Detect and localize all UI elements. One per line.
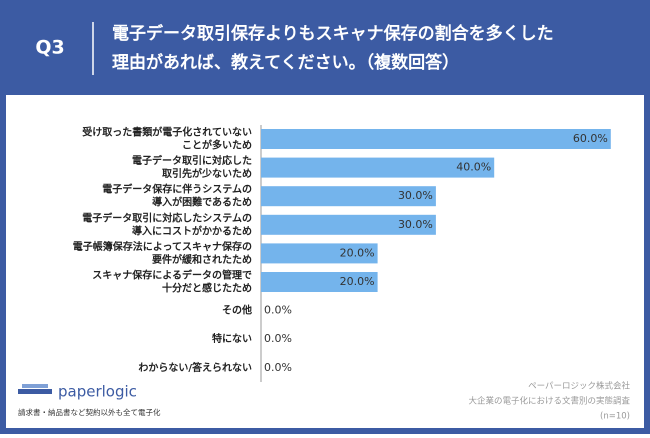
chart-title: 電子データ取引保存よりもスキャナ保存の割合を多くした — [112, 23, 554, 44]
value-label: 30.0% — [398, 189, 433, 202]
logo-icon — [18, 384, 52, 394]
source: 大企業の電子化における文書別の実態調査 — [468, 396, 630, 407]
value-label: 20.0% — [340, 246, 375, 259]
category-label: スキャナ保存によるデータの管理で十分だと感じたため — [92, 269, 252, 295]
question-label: Q3 — [35, 37, 64, 59]
category-label: 電子データ保存に伴うシステムの導入が困難であるため — [102, 183, 252, 209]
category-label: 電子帳簿保存法によってスキャナ保存の要件が緩和されたため — [73, 240, 252, 266]
value-label: 40.0% — [456, 161, 491, 174]
value-label: 0.0% — [264, 332, 292, 345]
brand-tagline: 請求書・納品書など契約以外も全て電子化 — [18, 407, 161, 417]
bar — [261, 243, 378, 264]
bar — [261, 157, 495, 178]
source: (n=10) — [600, 412, 630, 422]
category-label: 特にない — [212, 332, 252, 345]
chart-title: 理由があれば、教えてください。（複数回答） — [112, 52, 459, 73]
value-label: 30.0% — [398, 218, 433, 231]
source: ペーパーロジック株式会社 — [528, 381, 630, 392]
bar — [261, 129, 611, 149]
category-label: 電子データ取引に対応したシステムの導入にコストがかかるため — [82, 211, 252, 237]
value-label: 0.0% — [264, 304, 292, 317]
brand-name: paperlogic — [58, 383, 137, 401]
category-label: 電子データ取引に対応した取引先が少ないため — [132, 154, 252, 180]
category-label: 受け取った書類が電子化されていないことが多いため — [82, 126, 252, 152]
bar — [261, 186, 436, 207]
value-label: 20.0% — [340, 275, 375, 288]
category-label: その他 — [222, 304, 252, 317]
category-label: わからない/答えられない — [138, 361, 252, 374]
bar — [261, 214, 436, 235]
bar — [261, 272, 378, 292]
value-label: 60.0% — [573, 132, 608, 145]
value-label: 0.0% — [264, 361, 292, 374]
